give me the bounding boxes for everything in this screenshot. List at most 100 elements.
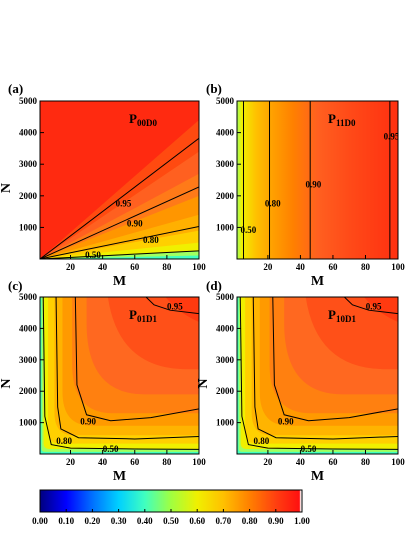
colorbar-tick-label: 0.90 xyxy=(268,516,284,526)
colorbar-tick-label: 0.00 xyxy=(32,516,48,526)
x-tick-label: 20 xyxy=(66,262,76,272)
y-tick-label: 3000 xyxy=(216,159,235,169)
contour-label: 0.90 xyxy=(306,179,322,189)
y-tick-label: 4000 xyxy=(216,323,235,333)
y-axis-label: N xyxy=(196,378,211,388)
y-tick-label: 5000 xyxy=(19,96,38,106)
panel-d: 0.50 0.80 0.90 0.95 20 40 60 80 100 1000 2000 3000 4… xyxy=(196,278,405,484)
contour-line-0.50 xyxy=(239,297,398,450)
contour-label: 0.95 xyxy=(116,198,132,208)
heatmap-background xyxy=(237,101,398,259)
y-tick-label: 3000 xyxy=(19,355,38,365)
x-tick-label: 60 xyxy=(130,262,140,272)
plot-frame xyxy=(39,296,200,455)
contour-line-0.50 xyxy=(42,297,199,450)
contour-line-0.95 xyxy=(40,137,199,259)
x-tick-label: 100 xyxy=(192,457,206,467)
contour-line-0.90 xyxy=(74,297,199,422)
colorbar-tick-label: 0.40 xyxy=(137,516,153,526)
heatmap-band xyxy=(237,297,398,454)
colorbar-tick-label: 1.00 xyxy=(294,516,310,526)
y-tick-label: 4000 xyxy=(216,128,235,138)
y-tick-label: 5000 xyxy=(19,292,38,302)
contour-label: 0.95 xyxy=(384,131,400,141)
x-tick-label: 80 xyxy=(361,457,371,467)
colorbar-tick-label: 0.60 xyxy=(189,516,205,526)
contour-line-0.80 xyxy=(40,225,199,259)
contour-label: 0.80 xyxy=(143,235,159,245)
x-tick-label: 20 xyxy=(263,457,273,467)
contour-label: 0.50 xyxy=(241,225,257,235)
panel-label: (c) xyxy=(8,278,22,293)
contour-line-0.95 xyxy=(145,297,199,315)
contour-label: 0.50 xyxy=(301,444,317,454)
contour-label: 0.95 xyxy=(366,301,382,311)
contour-label: 0.95 xyxy=(167,301,183,311)
contour-line-0.80 xyxy=(252,297,398,440)
x-axis-label: M xyxy=(113,274,126,289)
y-tick-label: 1000 xyxy=(19,418,38,428)
contour-label: 0.80 xyxy=(254,436,270,446)
y-tick-label: 4000 xyxy=(19,323,38,333)
x-tick-label: 80 xyxy=(162,262,172,272)
x-axis-label: M xyxy=(113,469,126,484)
contour-label: 0.80 xyxy=(265,198,281,208)
panel-label: (b) xyxy=(206,81,222,96)
contour-label: 0.90 xyxy=(80,417,96,427)
contour-label: 0.90 xyxy=(127,219,143,229)
x-tick-label: 60 xyxy=(328,457,338,467)
x-tick-label: 80 xyxy=(361,262,371,272)
y-tick-label: 5000 xyxy=(216,292,235,302)
y-tick-label: 1000 xyxy=(19,222,38,232)
colorbar: 0.00 0.10 0.20 0.30 0.40 0.50 0.60 0.70 0.80 0.90… xyxy=(32,489,310,526)
y-tick-label: 1000 xyxy=(216,418,235,428)
y-tick-label: 4000 xyxy=(19,128,38,138)
y-tick-label: 2000 xyxy=(216,191,235,201)
plot-frame xyxy=(39,100,200,260)
heatmap-band xyxy=(237,297,398,454)
contour-line-0.95 xyxy=(343,297,398,315)
colorbar-tick-label: 0.80 xyxy=(242,516,258,526)
y-tick-label: 3000 xyxy=(216,355,235,365)
series-label: P10D1 xyxy=(328,307,356,324)
heatmap-band xyxy=(40,297,199,454)
contour-line-0.50 xyxy=(40,250,199,259)
x-tick-label: 20 xyxy=(66,457,76,467)
y-tick-label: 5000 xyxy=(216,96,235,106)
contour-label: 0.90 xyxy=(278,417,294,427)
panel-label: (a) xyxy=(8,81,23,96)
series-label: P00D0 xyxy=(129,111,157,128)
x-axis-label: M xyxy=(311,274,324,289)
plot-frame xyxy=(236,296,399,455)
contour-label: 0.50 xyxy=(103,444,119,454)
x-tick-label: 40 xyxy=(296,457,306,467)
y-axis-label: N xyxy=(0,378,14,388)
y-tick-label: 2000 xyxy=(19,386,38,396)
contour-line-0.80 xyxy=(55,297,199,440)
heatmap-band xyxy=(40,297,199,454)
colorbar-tick-label: 0.10 xyxy=(58,516,74,526)
y-tick-label: 1000 xyxy=(216,222,235,232)
y-tick-label: 2000 xyxy=(216,386,235,396)
contour-line-0.90 xyxy=(272,297,398,422)
contour-label: 0.80 xyxy=(56,436,72,446)
contour-label: 0.50 xyxy=(85,250,101,260)
x-tick-label: 100 xyxy=(391,457,405,467)
panel-label: (d) xyxy=(206,278,222,293)
heatmap-band xyxy=(40,255,199,259)
colorbar-tick-label: 0.30 xyxy=(111,516,127,526)
series-label: P01D1 xyxy=(129,307,157,324)
y-tick-label: 2000 xyxy=(19,191,38,201)
colorbar-tick-label: 0.20 xyxy=(85,516,101,526)
panel-b: 0.50 0.80 0.90 0.95 20 40 60 80 100 1000 2000 3000 4… xyxy=(206,81,405,289)
x-tick-label: 60 xyxy=(328,262,338,272)
x-tick-label: 40 xyxy=(296,262,306,272)
x-tick-label: 100 xyxy=(192,262,206,272)
colorbar-tick-label: 0.50 xyxy=(163,516,179,526)
x-tick-label: 20 xyxy=(263,262,273,272)
panel-c: 0.50 0.80 0.90 0.95 20 40 60 80 100 1000 2000 3000 4… xyxy=(0,278,206,484)
colorbar-tick-label: 0.70 xyxy=(216,516,232,526)
panel-a: 0.95 0.900.80 0.50 20 40 60 80 100 1000 2000 3000 4… xyxy=(0,81,206,289)
x-tick-label: 60 xyxy=(130,457,140,467)
